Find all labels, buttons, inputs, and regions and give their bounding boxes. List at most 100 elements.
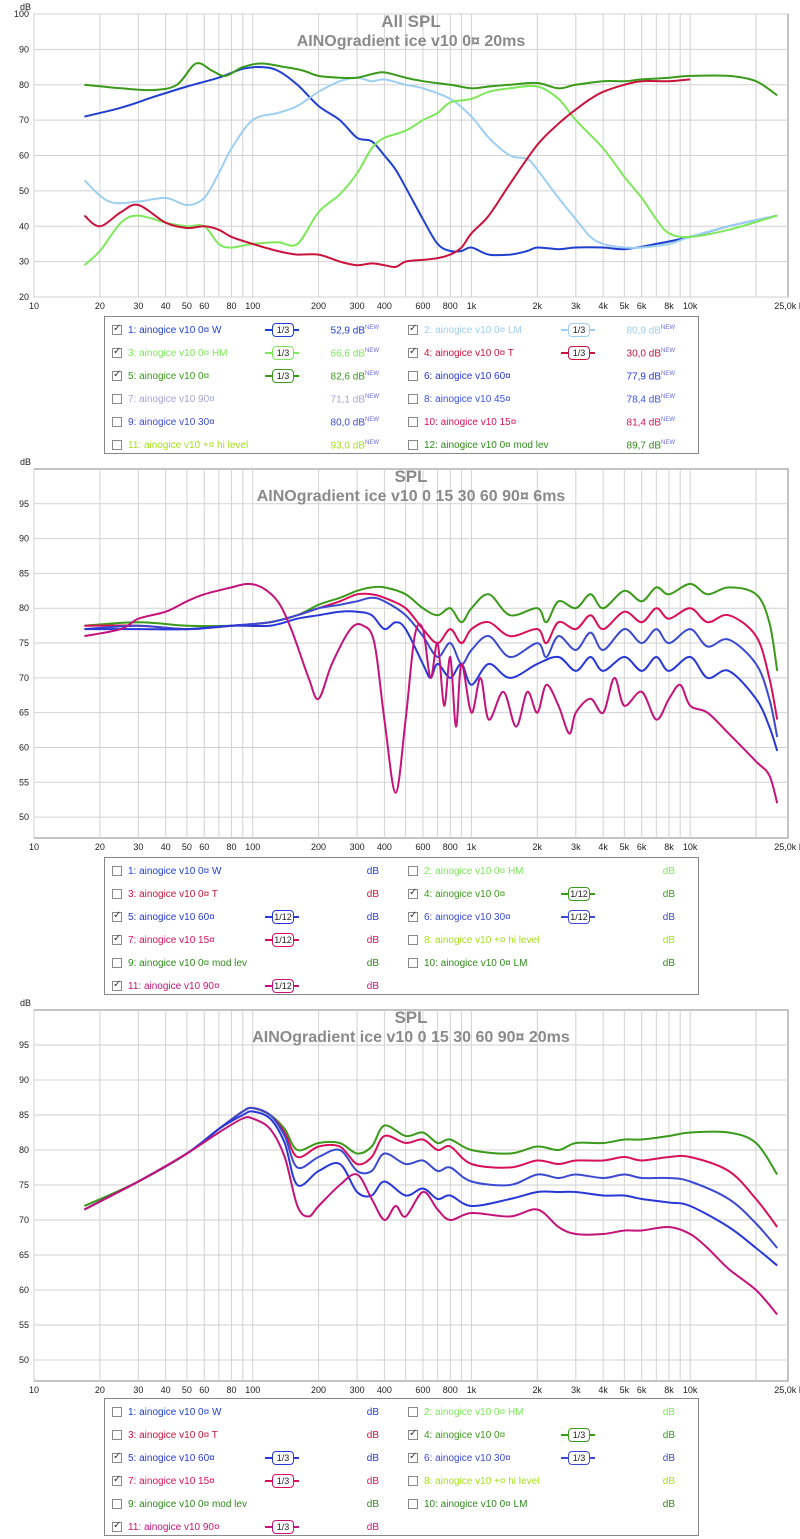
legend-item[interactable]: 7: ainogice v10 15¤ 1/3 dB: [105, 1472, 401, 1492]
legend-item-value: dB: [662, 889, 675, 900]
legend-item[interactable]: 4: ainogice v10 0¤ 1/12 dB: [401, 885, 697, 905]
legend-item[interactable]: 1: ainogice v10 0¤ W dB: [105, 862, 401, 882]
legend-checkbox[interactable]: [112, 1520, 122, 1532]
legend-item[interactable]: 9: ainogice v10 30¤ 80,0 dBNEW: [105, 413, 401, 433]
legend-item[interactable]: 5: ainogice v10 0¤ 1/3 82,6 dBNEW: [105, 367, 401, 387]
legend-checkbox[interactable]: [112, 417, 122, 427]
legend-checkbox[interactable]: [112, 889, 122, 899]
legend-item[interactable]: 3: ainogice v10 0¤ T dB: [105, 1426, 401, 1446]
legend-checkbox[interactable]: [408, 323, 418, 335]
legend-item[interactable]: 11: ainogice v10 +¤ hi level 93,0 dBNEW: [105, 436, 401, 456]
legend-item-value: dB: [662, 1453, 675, 1464]
legend-checkbox[interactable]: [112, 1430, 122, 1440]
legend-item[interactable]: 2: ainogice v10 0¤ HM dB: [401, 1403, 697, 1423]
x-tick-label: 10k: [683, 842, 698, 852]
x-tick-label: 10k: [683, 301, 698, 311]
smoothing-badge[interactable]: 1/3: [265, 323, 299, 337]
legend-checkbox[interactable]: [112, 1499, 122, 1509]
legend-checkbox[interactable]: [112, 323, 122, 335]
smoothing-badge[interactable]: 1/3: [265, 1474, 299, 1488]
legend-checkbox[interactable]: [408, 1476, 418, 1486]
legend-item[interactable]: 4: ainogice v10 0¤ T 1/3 30,0 dBNEW: [401, 344, 697, 364]
smoothing-badge[interactable]: 1/12: [561, 887, 595, 901]
legend-checkbox[interactable]: [408, 1428, 418, 1440]
legend-item-label: 6: ainogice v10 60¤: [424, 371, 511, 382]
legend-checkbox[interactable]: [408, 866, 418, 876]
legend-item[interactable]: 10: ainogice v10 15¤ 81,4 dBNEW: [401, 413, 697, 433]
legend-item[interactable]: 7: ainogice v10 90¤ 71,1 dBNEW: [105, 390, 401, 410]
x-tick-label: 2k: [533, 301, 543, 311]
legend-checkbox[interactable]: [408, 935, 418, 945]
legend-checkbox[interactable]: [112, 394, 122, 404]
legend-checkbox[interactable]: [408, 910, 418, 922]
legend-item[interactable]: 1: ainogice v10 0¤ W 1/3 52,9 dBNEW: [105, 321, 401, 341]
legend-checkbox[interactable]: [112, 866, 122, 876]
legend-checkbox[interactable]: [408, 1451, 418, 1463]
legend-checkbox[interactable]: [112, 910, 122, 922]
legend-item[interactable]: 5: ainogice v10 60¤ 1/12 dB: [105, 908, 401, 928]
new-badge: NEW: [661, 440, 675, 446]
legend-item-label: 2: ainogice v10 0¤ LM: [424, 325, 522, 336]
legend-checkbox[interactable]: [408, 1499, 418, 1509]
legend-item[interactable]: 9: ainogice v10 0¤ mod lev dB: [105, 954, 401, 974]
smoothing-badge[interactable]: 1/3: [561, 1428, 595, 1442]
smoothing-badge[interactable]: 1/3: [265, 369, 299, 383]
legend-item[interactable]: 3: ainogice v10 0¤ T dB: [105, 885, 401, 905]
y-tick-label: 80: [19, 1145, 29, 1155]
legend-checkbox[interactable]: [112, 369, 122, 381]
legend-item[interactable]: 6: ainogice v10 60¤ 77,9 dBNEW: [401, 367, 697, 387]
legend-item[interactable]: 11: ainogice v10 90¤ 1/3 dB: [105, 1518, 401, 1538]
legend-checkbox[interactable]: [112, 1474, 122, 1486]
legend-checkbox[interactable]: [112, 979, 122, 991]
legend-checkbox[interactable]: [408, 417, 418, 427]
smoothing-badge[interactable]: 1/3: [561, 346, 595, 360]
legend-checkbox[interactable]: [408, 1407, 418, 1417]
legend-item[interactable]: 10: ainogice v10 0¤ LM dB: [401, 1495, 697, 1515]
legend-checkbox[interactable]: [408, 440, 418, 450]
x-tick-label: 100: [245, 1385, 260, 1395]
smoothing-badge[interactable]: 1/3: [265, 346, 299, 360]
smoothing-badge[interactable]: 1/12: [561, 910, 595, 924]
smoothing-badge[interactable]: 1/3: [561, 323, 595, 337]
new-badge: NEW: [365, 371, 379, 377]
legend-checkbox[interactable]: [408, 371, 418, 381]
legend-checkbox[interactable]: [408, 346, 418, 358]
legend-item[interactable]: 5: ainogice v10 60¤ 1/3 dB: [105, 1449, 401, 1469]
x-tick-label: 4k: [598, 842, 608, 852]
smoothing-badge[interactable]: 1/3: [265, 1451, 299, 1465]
legend-checkbox[interactable]: [408, 887, 418, 899]
legend-item[interactable]: 6: ainogice v10 30¤ 1/3 dB: [401, 1449, 697, 1469]
smoothing-badge[interactable]: 1/3: [561, 1451, 595, 1465]
legend-checkbox[interactable]: [112, 933, 122, 945]
smoothing-badge[interactable]: 1/3: [265, 1520, 299, 1534]
legend-item[interactable]: 8: ainogice v10 +¤ hi level dB: [401, 931, 697, 951]
legend-item[interactable]: 12: ainogice v10 0¤ mod lev 89,7 dBNEW: [401, 436, 697, 456]
legend-checkbox[interactable]: [112, 958, 122, 968]
legend-item-value: dB: [366, 912, 379, 923]
legend-item[interactable]: 8: ainogice v10 45¤ 78,4 dBNEW: [401, 390, 697, 410]
legend-item[interactable]: 4: ainogice v10 0¤ 1/3 dB: [401, 1426, 697, 1446]
legend-item[interactable]: 2: ainogice v10 0¤ HM dB: [401, 862, 697, 882]
legend-item[interactable]: 2: ainogice v10 0¤ LM 1/3 80,9 dBNEW: [401, 321, 697, 341]
legend-item[interactable]: 8: ainogice v10 +¤ hi level dB: [401, 1472, 697, 1492]
legend-item[interactable]: 10: ainogice v10 0¤ LM dB: [401, 954, 697, 974]
legend-checkbox[interactable]: [112, 440, 122, 450]
legend-item[interactable]: 6: ainogice v10 30¤ 1/12 dB: [401, 908, 697, 928]
new-badge: NEW: [661, 394, 675, 400]
smoothing-badge[interactable]: 1/12: [265, 910, 299, 924]
legend-checkbox[interactable]: [408, 958, 418, 968]
legend-item[interactable]: 11: ainogice v10 90¤ 1/12 dB: [105, 977, 401, 997]
y-tick-label: 60: [19, 151, 29, 161]
smoothing-badge[interactable]: 1/12: [265, 979, 299, 993]
legend-checkbox[interactable]: [112, 1407, 122, 1417]
plot-area: [33, 1009, 789, 1382]
smoothing-badge[interactable]: 1/12: [265, 933, 299, 947]
legend-item[interactable]: 3: ainogice v10 0¤ HM 1/3 66,6 dBNEW: [105, 344, 401, 364]
legend-item[interactable]: 9: ainogice v10 0¤ mod lev dB: [105, 1495, 401, 1515]
legend-checkbox[interactable]: [408, 394, 418, 404]
legend-item[interactable]: 1: ainogice v10 0¤ W dB: [105, 1403, 401, 1423]
legend-checkbox[interactable]: [112, 346, 122, 358]
smoothing-label: 1/3: [272, 1520, 294, 1534]
legend-item[interactable]: 7: ainogice v10 15¤ 1/12 dB: [105, 931, 401, 951]
legend-checkbox[interactable]: [112, 1451, 122, 1463]
